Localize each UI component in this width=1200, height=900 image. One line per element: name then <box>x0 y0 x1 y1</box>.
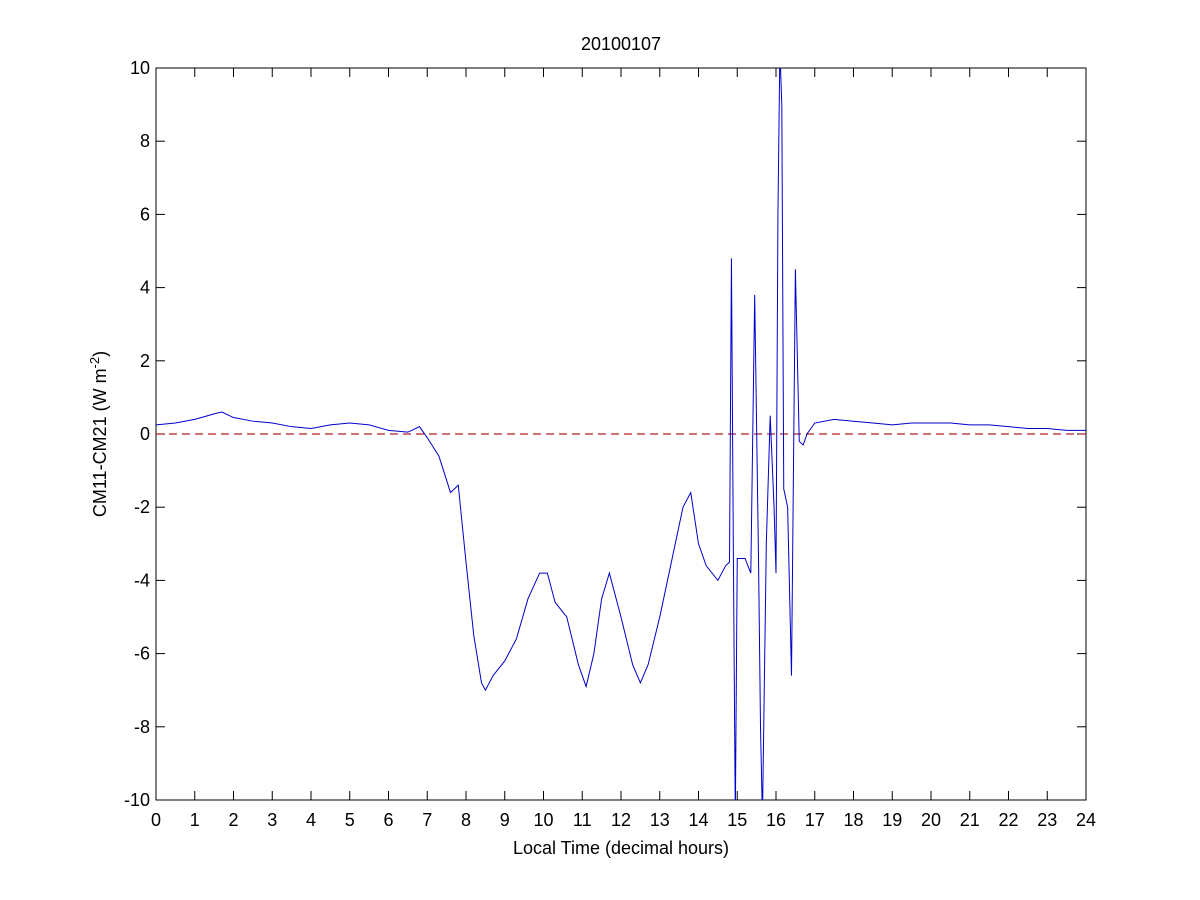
x-tick-label: 5 <box>345 810 355 830</box>
x-tick-label: 17 <box>805 810 825 830</box>
y-tick-label: 10 <box>130 58 150 78</box>
y-tick-label: -8 <box>134 717 150 737</box>
data-line <box>156 68 1086 800</box>
plot-content <box>156 68 1086 800</box>
x-tick-label: 7 <box>422 810 432 830</box>
plot-area <box>155 67 1087 801</box>
x-tick-label: 8 <box>461 810 471 830</box>
x-tick-label: 0 <box>151 810 161 830</box>
y-tick-label: 2 <box>140 351 150 371</box>
x-tick-label: 1 <box>190 810 200 830</box>
x-tick-label: 18 <box>843 810 863 830</box>
x-tick-label: 20 <box>921 810 941 830</box>
y-tick-label: -4 <box>134 570 150 590</box>
x-tick-label: 2 <box>228 810 238 830</box>
x-tick-label: 3 <box>267 810 277 830</box>
x-tick-label: 14 <box>688 810 708 830</box>
y-tick-label: -6 <box>134 644 150 664</box>
y-tick-label: 4 <box>140 278 150 298</box>
y-tick-label: 8 <box>140 131 150 151</box>
x-tick-label: 9 <box>500 810 510 830</box>
x-tick-label: 12 <box>611 810 631 830</box>
x-tick-label: 23 <box>1037 810 1057 830</box>
x-tick-label: 16 <box>766 810 786 830</box>
x-tick-label: 6 <box>383 810 393 830</box>
x-tick-label: 11 <box>573 810 592 830</box>
chart-title: 20100107 <box>581 34 661 54</box>
x-tick-label: 10 <box>533 810 553 830</box>
x-tick-label: 21 <box>960 810 980 830</box>
y-tick-label: 0 <box>140 424 150 444</box>
x-tick-label: 13 <box>650 810 670 830</box>
y-tick-label: 6 <box>140 204 150 224</box>
x-tick-label: 15 <box>727 810 747 830</box>
x-axis-label: Local Time (decimal hours) <box>513 838 729 858</box>
x-tick-label: 19 <box>882 810 902 830</box>
x-tick-label: 22 <box>998 810 1018 830</box>
x-tick-label: 4 <box>306 810 316 830</box>
x-tick-label: 24 <box>1076 810 1096 830</box>
y-tick-label: -2 <box>134 497 150 517</box>
y-tick-label: -10 <box>124 790 150 810</box>
y-axis-label: CM11-CM21 (W m-2) <box>87 351 110 517</box>
